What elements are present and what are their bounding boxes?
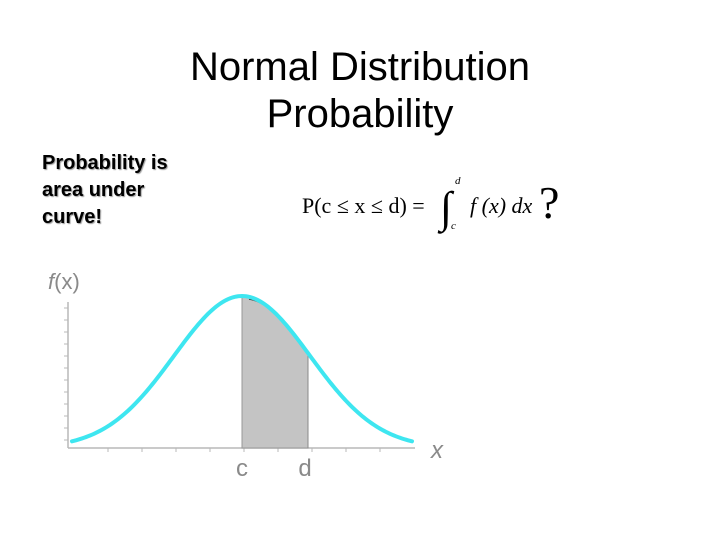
probability-formula: P(c ≤ x ≤ d) = ∫ d c f (x) dx ? [302, 175, 559, 234]
title-line-2: Probability [266, 92, 454, 136]
side-note: Probability is area under curve! [42, 150, 242, 231]
formula-upper-limit: d [455, 175, 461, 187]
formula-lower-limit: c [451, 220, 456, 232]
bound-d-label: d [298, 455, 311, 482]
bound-c-label: c [236, 455, 248, 482]
shaded-probability-area [241, 295, 309, 449]
note-line-2: area under [42, 179, 145, 201]
slide-title: Normal Distribution Probability [100, 44, 620, 138]
x-axis-ticks [107, 448, 381, 452]
title-line-1: Normal Distribution [189, 45, 531, 89]
formula-integral-sign: ∫ [437, 183, 455, 234]
formula-lhs: P(c ≤ x ≤ d) = [302, 193, 425, 218]
y-axis-label-x: (x) [54, 269, 80, 294]
note-line-1: Probability is [42, 152, 168, 174]
y-axis-label: f(x) [48, 269, 80, 294]
y-axis-ticks [64, 307, 68, 441]
normal-density-curve [70, 293, 414, 444]
note-line-3: curve! [42, 206, 103, 228]
formula-integrand: f (x) dx [470, 193, 533, 218]
y-axis-label-f: f [48, 269, 57, 294]
formula-question-mark: ? [539, 177, 559, 228]
x-axis-label: x [430, 437, 444, 464]
